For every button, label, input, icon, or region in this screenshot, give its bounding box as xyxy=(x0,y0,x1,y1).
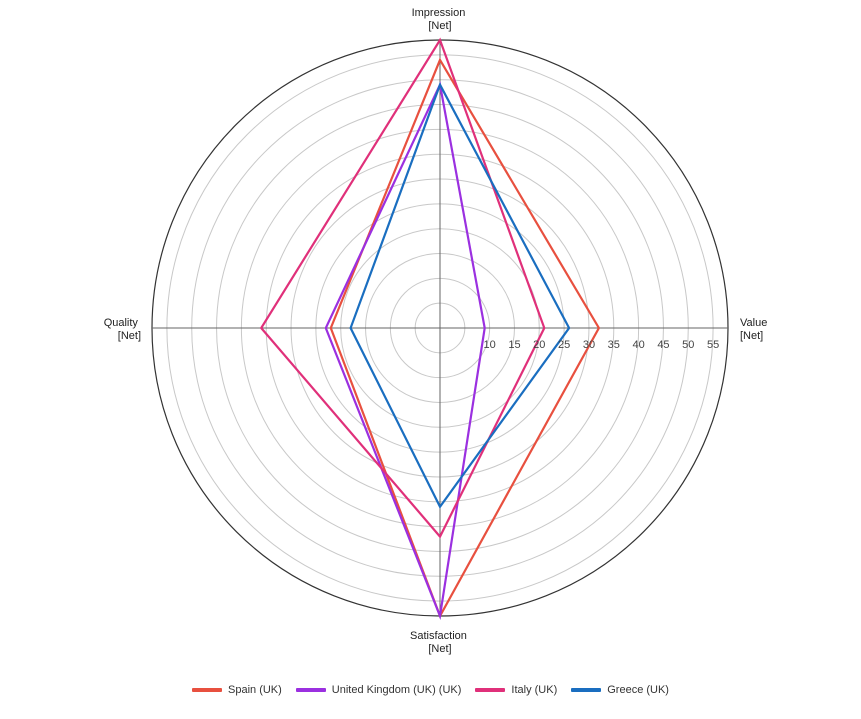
axis-lines xyxy=(152,40,728,616)
legend: Spain (UK) United Kingdom (UK) (UK) Ital… xyxy=(0,684,861,696)
legend-label-greece: Greece (UK) xyxy=(607,684,669,696)
tick-label-30: 30 xyxy=(583,339,595,351)
radar-chart: 10 15 20 25 30 35 40 45 50 55 Impression [Net] Va… xyxy=(104,7,770,655)
legend-label-italy: Italy (UK) xyxy=(511,684,558,696)
axis-title-value: Value [Net] xyxy=(740,317,770,342)
axis-title-satisfaction-line1: Satisfaction xyxy=(410,630,467,642)
legend-swatch-united-kingdom xyxy=(295,688,326,692)
tick-label-15: 15 xyxy=(508,339,520,351)
legend-label-united-kingdom: United Kingdom (UK) (UK) xyxy=(331,684,462,696)
axis-title-satisfaction-line2: [Net] xyxy=(428,643,451,655)
legend-item-italy[interactable]: Italy (UK) xyxy=(475,684,557,696)
series-polygon-3 xyxy=(349,82,571,509)
axis-title-quality-line2: [Net] xyxy=(118,330,141,342)
tick-label-40: 40 xyxy=(632,339,644,351)
tick-label-50: 50 xyxy=(682,339,694,351)
series-polygon-1 xyxy=(324,81,486,621)
series-polygon-2 xyxy=(259,37,546,539)
legend-item-united-kingdom[interactable]: United Kingdom (UK) (UK) xyxy=(295,684,462,696)
axis-title-impression-line2: [Net] xyxy=(428,20,451,32)
axis-title-value-line2: [Net] xyxy=(740,330,763,342)
legend-label-spain: Spain (UK) xyxy=(228,684,282,696)
legend-item-greece[interactable]: Greece (UK) xyxy=(571,684,669,696)
axis-title-quality: Quality [Net] xyxy=(104,317,141,342)
legend-swatch-italy xyxy=(475,688,506,692)
axis-title-value-line1: Value xyxy=(740,317,767,329)
axis-title-impression-line1: Impression xyxy=(412,7,466,19)
tick-labels: 10 15 20 25 30 35 40 45 50 55 xyxy=(484,339,720,351)
series-polygon-0 xyxy=(329,57,601,619)
legend-item-spain[interactable]: Spain (UK) xyxy=(192,684,282,696)
tick-label-20: 20 xyxy=(533,339,545,351)
tick-label-10: 10 xyxy=(484,339,496,351)
tick-label-55: 55 xyxy=(707,339,719,351)
axis-title-impression: Impression [Net] xyxy=(412,7,469,32)
axis-title-quality-line1: Quality xyxy=(104,317,139,329)
series-layer xyxy=(259,37,601,621)
tick-label-25: 25 xyxy=(558,339,570,351)
legend-swatch-spain xyxy=(192,688,222,692)
legend-swatch-greece xyxy=(571,688,602,692)
axis-title-satisfaction: Satisfaction [Net] xyxy=(410,630,470,655)
tick-label-45: 45 xyxy=(657,339,669,351)
tick-label-35: 35 xyxy=(608,339,620,351)
